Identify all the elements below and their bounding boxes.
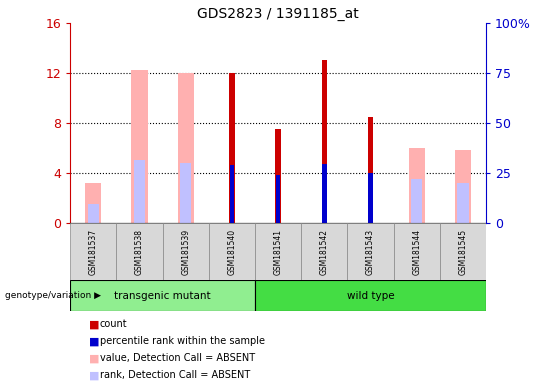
Bar [70, 280, 255, 311]
Bar [301, 223, 347, 280]
Title: GDS2823 / 1391185_at: GDS2823 / 1391185_at [197, 7, 359, 21]
Text: GSM181537: GSM181537 [89, 228, 98, 275]
Bar [368, 117, 373, 223]
Text: GSM181540: GSM181540 [227, 228, 237, 275]
Bar [368, 173, 373, 223]
Text: rank, Detection Call = ABSENT: rank, Detection Call = ABSENT [100, 370, 250, 380]
Bar [230, 166, 234, 223]
Bar [457, 183, 469, 223]
Bar [255, 280, 486, 311]
Bar [347, 223, 394, 280]
Text: ■: ■ [89, 319, 100, 329]
Bar [85, 183, 102, 223]
Bar [117, 223, 163, 280]
Text: wild type: wild type [347, 291, 394, 301]
Bar [276, 175, 280, 223]
Text: ■: ■ [89, 370, 100, 380]
Text: ■: ■ [89, 336, 100, 346]
Bar [411, 179, 422, 223]
Bar [180, 163, 192, 223]
Text: percentile rank within the sample: percentile rank within the sample [100, 336, 265, 346]
Text: GSM181538: GSM181538 [135, 228, 144, 275]
Text: GSM181542: GSM181542 [320, 228, 329, 275]
Text: count: count [100, 319, 127, 329]
Text: GSM181539: GSM181539 [181, 228, 190, 275]
Bar [394, 223, 440, 280]
Bar [70, 223, 117, 280]
Bar [440, 223, 486, 280]
Text: GSM181541: GSM181541 [274, 228, 282, 275]
Bar [455, 151, 471, 223]
Text: GSM181543: GSM181543 [366, 228, 375, 275]
Bar [409, 148, 425, 223]
Bar [321, 61, 327, 223]
Bar [178, 73, 194, 223]
Bar [163, 223, 209, 280]
Text: GSM181544: GSM181544 [412, 228, 421, 275]
Bar [131, 71, 147, 223]
Bar [87, 204, 99, 223]
Text: transgenic mutant: transgenic mutant [114, 291, 211, 301]
Bar [209, 223, 255, 280]
Bar [275, 129, 281, 223]
Bar [255, 223, 301, 280]
Bar [134, 161, 145, 223]
Text: value, Detection Call = ABSENT: value, Detection Call = ABSENT [100, 353, 255, 363]
Text: GSM181545: GSM181545 [458, 228, 468, 275]
Text: genotype/variation ▶: genotype/variation ▶ [5, 291, 102, 300]
Bar [229, 73, 235, 223]
Text: ■: ■ [89, 353, 100, 363]
Bar [322, 164, 327, 223]
